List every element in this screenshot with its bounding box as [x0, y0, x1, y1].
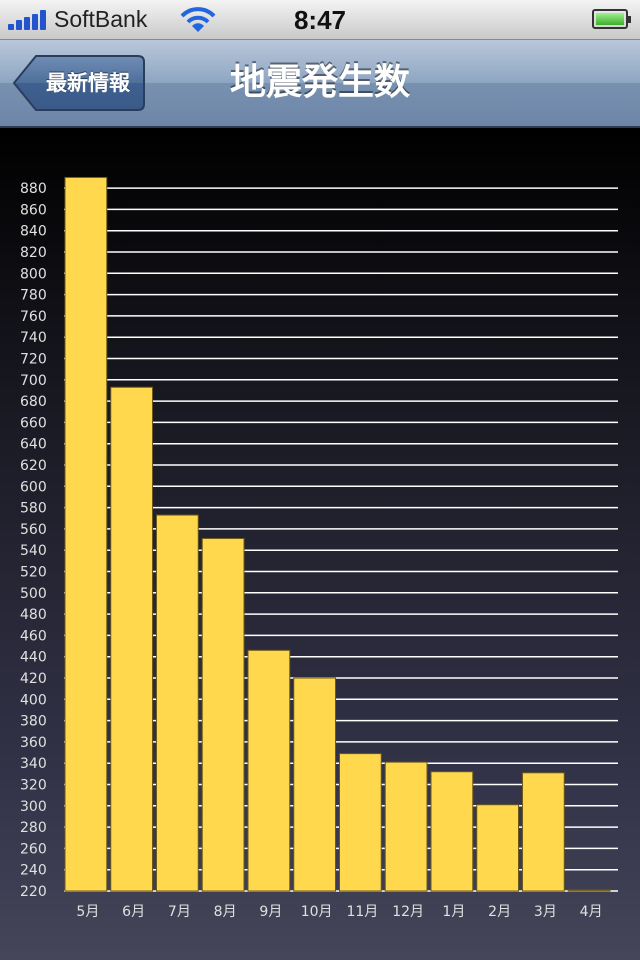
back-button[interactable]: 最新情報	[12, 54, 146, 112]
bar	[110, 386, 153, 892]
y-tick-label: 480	[20, 607, 47, 623]
x-tick-label: 7月	[168, 904, 191, 920]
y-tick-label: 400	[20, 692, 47, 708]
x-tick-label: 10月	[301, 904, 333, 920]
y-tick-label: 700	[20, 373, 47, 389]
status-bar: SoftBank 8:47	[0, 0, 640, 40]
back-button-label: 最新情報	[46, 71, 130, 95]
bar	[156, 514, 199, 892]
x-tick-label: 9月	[259, 904, 282, 920]
bar	[430, 771, 474, 892]
x-tick-label: 6月	[122, 904, 145, 920]
y-tick-label: 520	[20, 565, 47, 581]
bar-chart: 220 240 260 280 300 320 340 360 380 400 420 440 460 4…	[20, 176, 618, 920]
y-tick-label: 440	[20, 650, 47, 666]
status-time: 8:47	[293, 5, 347, 35]
bar	[567, 889, 611, 892]
x-tick-label: 12月	[392, 904, 424, 920]
carrier-name: SoftBank	[54, 6, 148, 32]
bar	[384, 761, 428, 892]
bar	[476, 804, 519, 892]
y-tick-label: 720	[20, 352, 47, 368]
x-tick-label: 4月	[580, 904, 603, 920]
bar	[201, 537, 245, 892]
y-tick-label: 860	[20, 202, 47, 218]
y-tick-label: 360	[20, 735, 47, 751]
bar	[522, 772, 565, 892]
y-tick-label: 600	[20, 479, 47, 495]
y-tick-label: 420	[20, 671, 47, 687]
y-tick-label: 380	[20, 714, 47, 730]
page-title: 地震発生数	[229, 62, 410, 103]
x-tick-label: 11月	[346, 904, 378, 920]
y-tick-label: 540	[20, 543, 47, 559]
y-tick-label: 660	[20, 415, 47, 431]
y-tick-label: 320	[20, 778, 47, 794]
y-tick-label: 760	[20, 309, 47, 325]
battery-level	[596, 13, 624, 25]
bar	[293, 677, 336, 892]
y-tick-label: 780	[20, 288, 47, 304]
y-tick-label: 740	[20, 330, 47, 346]
x-tick-label: 2月	[488, 904, 511, 920]
y-tick-label: 220	[20, 884, 47, 900]
y-tick-label: 560	[20, 522, 47, 538]
y-tick-label: 820	[20, 245, 47, 261]
y-tick-label: 880	[20, 181, 47, 197]
y-tick-label: 680	[20, 394, 47, 410]
bar	[64, 176, 108, 892]
y-tick-label: 840	[20, 224, 47, 240]
y-tick-label: 240	[20, 863, 47, 879]
y-tick-label: 300	[20, 799, 47, 815]
x-tick-label: 1月	[442, 904, 465, 920]
x-tick-label: 3月	[534, 904, 557, 920]
y-tick-label: 500	[20, 586, 47, 602]
signal-strength-icon	[8, 10, 48, 30]
x-tick-label: 8月	[214, 904, 237, 920]
y-tick-label: 280	[20, 820, 47, 836]
earthquake-count-chart: 220 240 260 280 300 320 340 360 380 400 420 440 460 4…	[0, 128, 640, 960]
bar	[247, 649, 291, 892]
y-tick-label: 620	[20, 458, 47, 474]
y-tick-label: 640	[20, 437, 47, 453]
y-tick-label: 460	[20, 628, 47, 644]
y-tick-label: 580	[20, 501, 47, 517]
wifi-icon	[180, 6, 216, 38]
y-tick-label: 340	[20, 756, 47, 772]
navigation-bar: 最新情報 地震発生数	[0, 40, 640, 128]
x-tick-label: 5月	[76, 904, 99, 920]
y-tick-label: 260	[20, 841, 47, 857]
y-tick-label: 800	[20, 266, 47, 282]
battery-icon	[592, 9, 631, 29]
bar	[339, 753, 382, 892]
